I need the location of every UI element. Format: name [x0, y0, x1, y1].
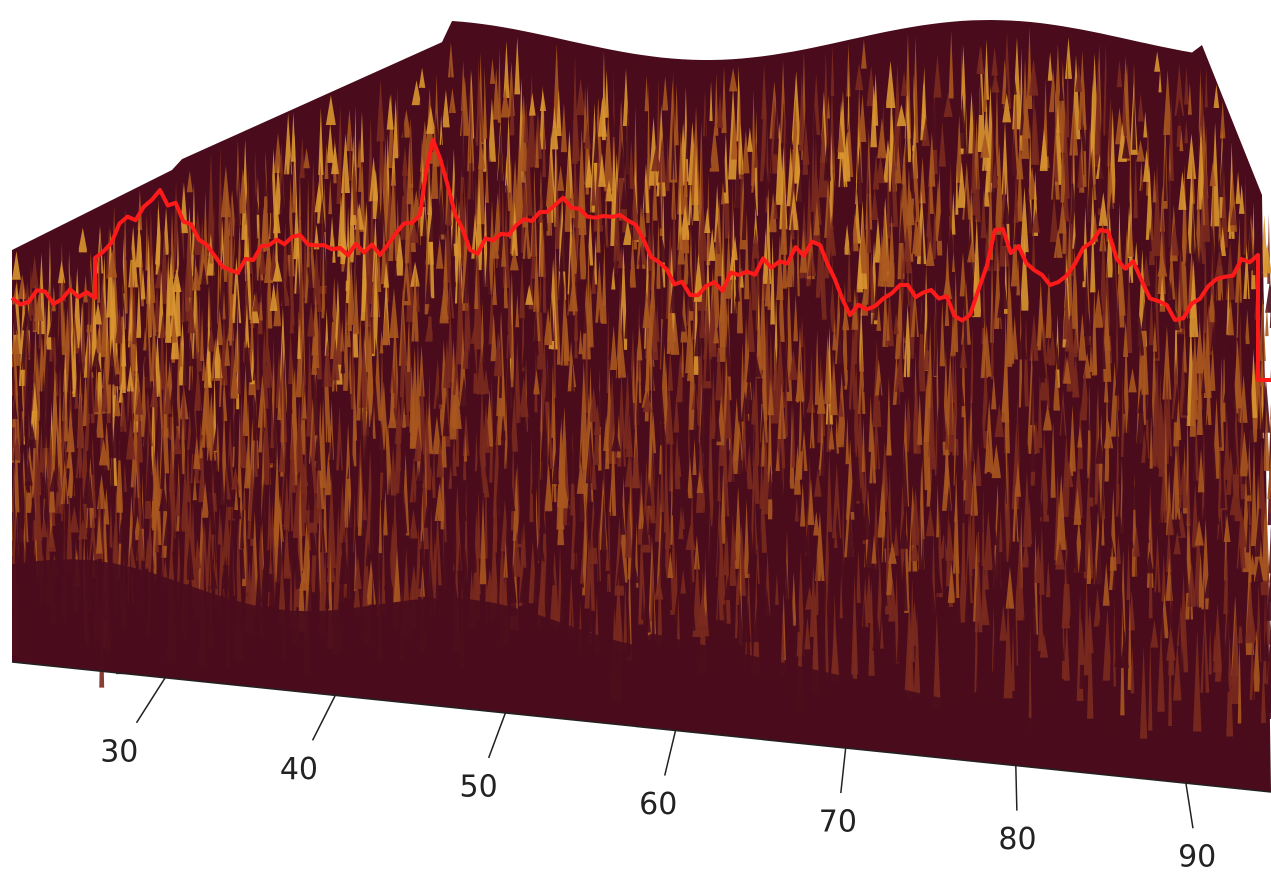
x-tick-label: 90	[1178, 840, 1216, 875]
x-tick-label: 80	[998, 822, 1036, 857]
x-tick-label: 50	[459, 769, 497, 804]
x-tick	[489, 713, 506, 758]
x-tick-label: 30	[100, 734, 138, 769]
x-tick	[1016, 766, 1017, 811]
surface-spike	[1265, 280, 1271, 312]
x-tick	[313, 695, 336, 740]
x-tick-label: 60	[639, 787, 677, 822]
x-tick	[136, 678, 165, 723]
x-tick	[665, 731, 676, 776]
surface	[12, 20, 1271, 792]
x-tick	[1186, 783, 1193, 828]
x-tick	[841, 748, 846, 793]
x-tick-label: 40	[280, 752, 318, 787]
x-tick-label: 70	[819, 805, 857, 840]
